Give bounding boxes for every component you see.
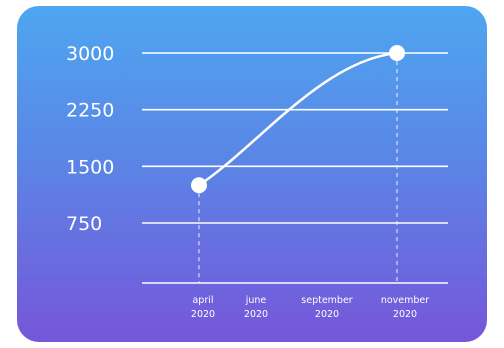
x-tick-month: april	[192, 295, 213, 306]
y-tick-label: 2250	[66, 100, 114, 122]
x-tick-year: 2020	[393, 309, 417, 320]
x-tick-year: 2020	[315, 309, 339, 320]
vertical-guides	[198, 53, 398, 283]
x-tick-year: 2020	[191, 309, 215, 320]
series	[191, 45, 405, 194]
x-tick-month: june	[245, 295, 267, 306]
x-axis-labels: april 2020 june 2020 september 2020 november 20…	[191, 295, 429, 320]
y-axis-labels: 3000 2250 1500 750	[66, 43, 114, 235]
chart-card	[17, 6, 487, 342]
data-point	[389, 45, 405, 61]
x-tick-label: november 2020	[381, 295, 429, 320]
y-tick-label: 3000	[66, 43, 114, 65]
series-line	[197, 51, 399, 187]
x-tick-month: november	[381, 295, 429, 306]
x-tick-month: september	[301, 295, 353, 306]
x-tick-year: 2020	[244, 309, 268, 320]
x-tick-label: june 2020	[244, 295, 268, 320]
y-tick-label: 750	[66, 213, 102, 235]
x-tick-label: september 2020	[301, 295, 353, 320]
y-tick-label: 1500	[66, 156, 114, 178]
x-tick-label: april 2020	[191, 295, 215, 320]
grid-lines	[142, 52, 448, 284]
data-point	[191, 177, 207, 194]
